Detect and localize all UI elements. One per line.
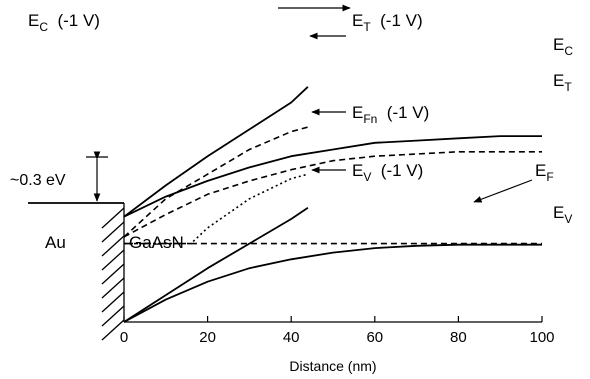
label-efn-bias: EFn (-1 V): [352, 103, 429, 126]
x-axis-ticks: 0 20 40 60 80 100: [120, 316, 555, 346]
curve-Ev_bias: [123, 207, 309, 323]
metal-hatch-line: [101, 319, 125, 341]
label-ev-bias: EV (-1 V): [352, 161, 423, 184]
x-tick-label: 40: [283, 329, 300, 346]
metal-hatch-line: [101, 277, 125, 299]
metal-hatch-line: [101, 207, 125, 229]
curve-Ec_bias: [123, 86, 309, 218]
curve-Et: [123, 151, 542, 238]
x-tick-label: 100: [529, 329, 554, 346]
metal-hatch-line: [101, 249, 125, 271]
metal-hatch-line: [101, 291, 125, 313]
x-tick-label: 80: [450, 329, 467, 346]
x-tick-label: 0: [120, 329, 128, 346]
metal-label: Au: [45, 233, 66, 252]
barrier-height-label: ~0.3 eV: [10, 172, 66, 189]
curve-Ec: [123, 135, 542, 218]
band-curves: [123, 86, 542, 323]
label-ev: EV: [553, 203, 572, 226]
label-et: ET: [553, 71, 572, 94]
metal-hatch-line: [101, 235, 125, 257]
metal-hatching: [101, 203, 125, 341]
x-tick-label: 20: [199, 329, 216, 346]
arrow-ef: [473, 179, 533, 203]
label-ef: EF: [535, 161, 554, 184]
x-tick-label: 60: [366, 329, 383, 346]
metal-hatch-line: [101, 263, 125, 285]
curve-Ev: [123, 243, 542, 323]
curve-Et_bias: [123, 126, 309, 238]
label-ec-bias: EC (-1 V): [28, 11, 100, 34]
label-et-bias: ET (-1 V): [352, 11, 423, 34]
semiconductor-label: GaAsN: [129, 233, 184, 252]
metal-hatch-line: [101, 221, 125, 243]
label-ec: EC: [553, 35, 573, 58]
metal-hatch-line: [101, 305, 125, 327]
x-axis-label: Distance (nm): [289, 358, 376, 374]
